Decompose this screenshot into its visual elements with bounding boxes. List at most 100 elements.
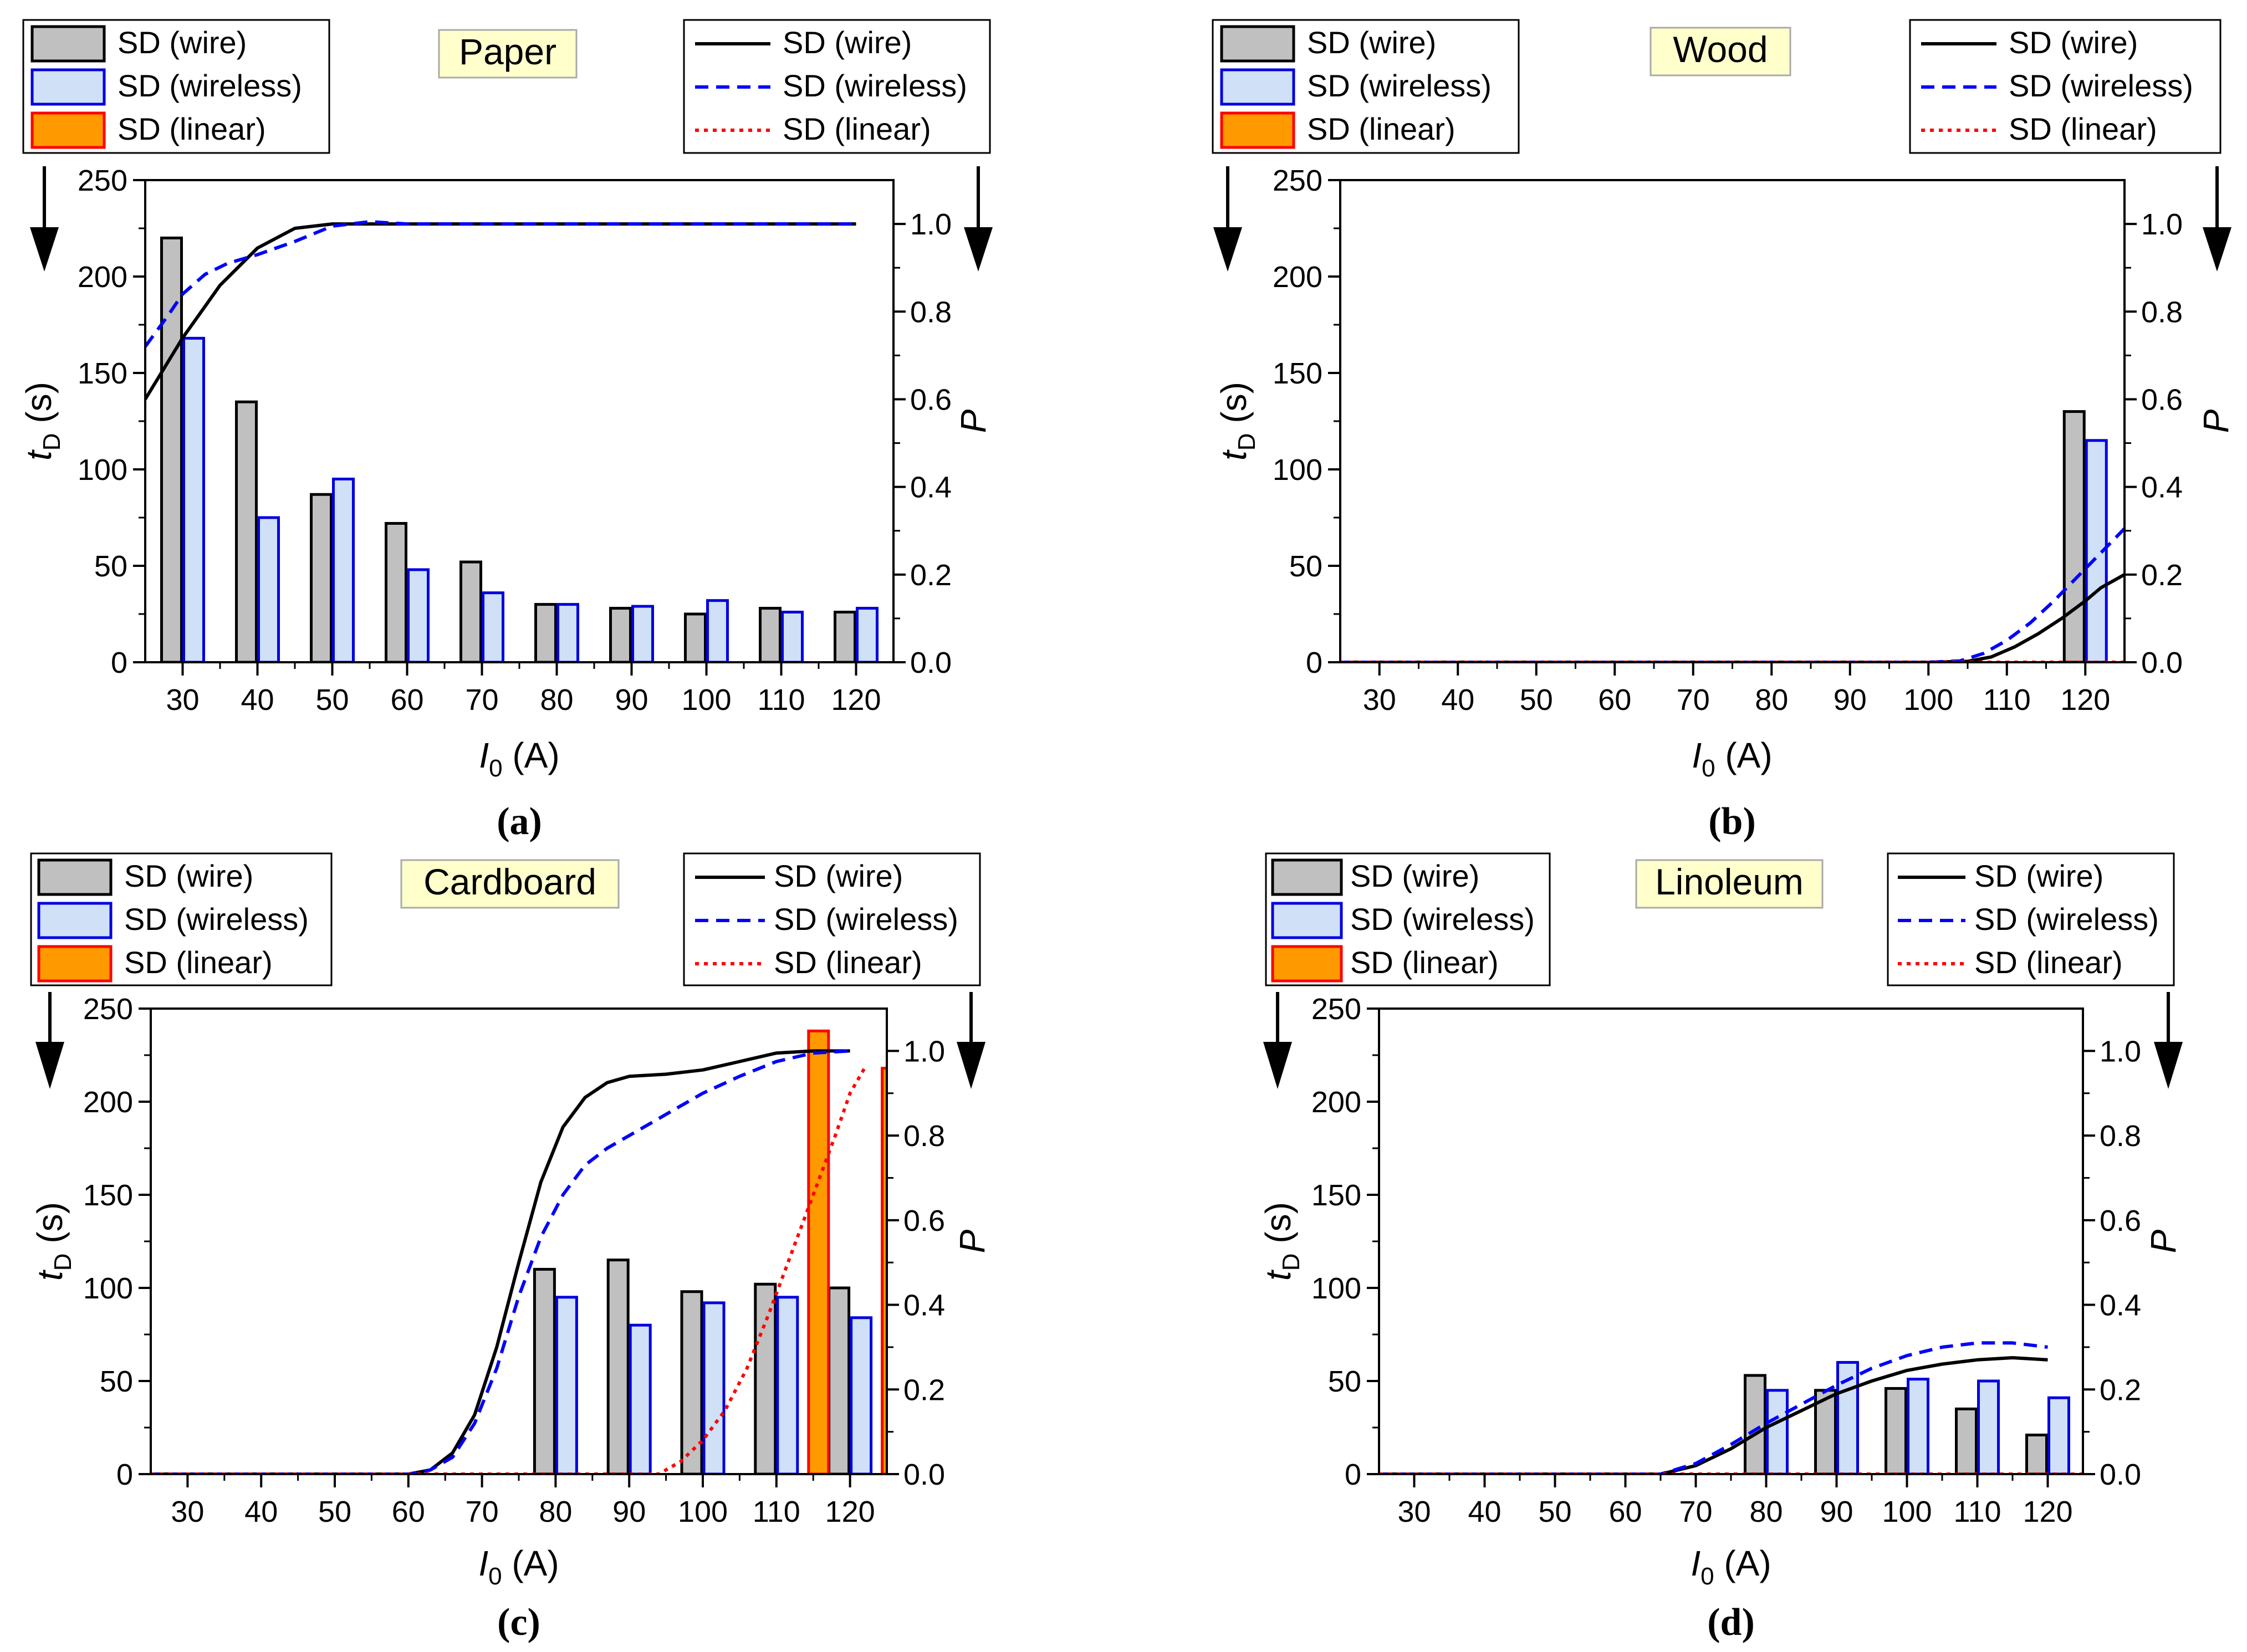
y2-tick-label-0.0: 0.0 (910, 646, 952, 679)
bar-wire-50 (310, 493, 333, 662)
y-axis-title-text: tD (s) (1214, 382, 1260, 461)
panel-b: SD (wire) SD (wireless) SD (linear) Wood… (1212, 19, 2236, 843)
right-arrow-head (957, 1042, 985, 1089)
y-axis-title-sub: D (1233, 433, 1260, 451)
legend-bar-label-wire: SD (wire) (124, 858, 253, 893)
legend-swatch-wireless (37, 902, 113, 939)
legend-line-label-linear: SD (linear) (783, 111, 931, 146)
legend-bar-label-wireless: SD (wireless) (1307, 68, 1492, 103)
bars (160, 236, 879, 662)
y-tick-label-150: 150 (1311, 1179, 1361, 1212)
y-axis-title-unit-space (19, 423, 59, 433)
x-tick-label-40: 40 (244, 1495, 278, 1528)
bar-wireless-100 (706, 599, 729, 662)
y2-tick-label-0.8: 0.8 (2100, 1119, 2141, 1153)
y-tick-label-250: 250 (78, 164, 127, 197)
bar-wire-80 (533, 1267, 556, 1474)
bar-wire-40 (235, 400, 258, 662)
legend-swatch-wire (1220, 25, 1295, 63)
right-arrow (957, 992, 985, 1089)
y2-axis-title-text: P (953, 409, 993, 433)
chart-title: Paper (459, 31, 556, 72)
x-tick-label-110: 110 (757, 683, 805, 717)
y2-axis-title-text: P (952, 1229, 992, 1253)
material-label-box (1649, 27, 1791, 76)
x-axis-ticks: 30 40 50 60 70 80 90 100 110 120 (166, 662, 881, 717)
legend-swatch-wire (30, 25, 106, 63)
bar-wireless-80 (555, 1296, 578, 1474)
bar-wireless-120 (850, 1316, 873, 1474)
x-axis-ticks: 30 40 50 60 70 80 90 100 110 120 (1363, 662, 2110, 717)
panel-c: SD (wire) SD (wireless) SD (linear) Card… (30, 852, 992, 1644)
y-tick-label-50: 50 (100, 1365, 133, 1398)
right-arrow (2203, 166, 2231, 272)
legend-bar-label-wireless: SD (wireless) (1350, 902, 1535, 937)
left-arrow-head (35, 1042, 64, 1089)
bar-legend: SD (wire) SD (wireless) SD (linear) (1265, 852, 1551, 986)
x-tick-label-80: 80 (540, 683, 573, 717)
material-label: Wood (1649, 27, 1791, 76)
bar-legend: SD (wire) SD (wireless) SD (linear) (1212, 19, 1520, 154)
x-axis-title-sub: 0 (1702, 755, 1715, 782)
x-axis-title-sub: 0 (1700, 1563, 1714, 1590)
material-label: Paper (438, 29, 578, 79)
bar-wire-110 (754, 1282, 777, 1474)
legend-swatch-wireless (1271, 902, 1343, 939)
material-label-box (1635, 859, 1824, 909)
x-axis-title-var: I (479, 735, 489, 775)
y-axis-title-unit: (s) (30, 1202, 70, 1244)
bar-wireless-110 (781, 611, 804, 662)
legend-bar-label-wire: SD (wire) (1307, 25, 1436, 60)
panel-label: (b) (1708, 800, 1756, 843)
y2-axis-title: P (953, 409, 993, 433)
y-tick-label-100: 100 (83, 1272, 133, 1305)
y-axis-title-sub: D (38, 433, 65, 451)
legend-swatch-wireless (1220, 68, 1295, 106)
material-label: Cardboard (400, 859, 620, 909)
x-tick-label-30: 30 (171, 1495, 204, 1528)
y-tick-label-150: 150 (78, 357, 127, 390)
y-axis-ticks: 0 50 100 150 200 250 (1311, 993, 1379, 1491)
x-tick-label-50: 50 (318, 1495, 351, 1528)
y-tick-label-0: 0 (1345, 1458, 1361, 1491)
left-arrow (1263, 992, 1292, 1089)
x-tick-label-70: 70 (1677, 683, 1710, 717)
bar-wireless-120 (856, 607, 879, 662)
x-tick-label-50: 50 (1520, 683, 1553, 717)
x-axis-title: I0 (A) (1691, 1543, 1771, 1590)
bar-wire-100 (1885, 1387, 1907, 1474)
legend-swatch-linear (1220, 111, 1295, 149)
x-tick-label-100: 100 (1903, 683, 1953, 717)
bar-wire-60 (385, 521, 407, 662)
line-wire (151, 1049, 850, 1474)
y2-axis-title: P (2196, 409, 2236, 433)
bar-wire-120 (834, 611, 856, 662)
y-axis-title-unit-space (1214, 423, 1254, 433)
left-arrow (1213, 166, 1242, 272)
plot-area: 30 40 50 60 70 80 90 100 110 120 050100150200250 … (1273, 164, 2183, 717)
x-axis-title: I0 (A) (478, 1543, 559, 1590)
bar-wireless-90 (631, 605, 654, 662)
x-axis-title-unit: (A) (512, 735, 559, 775)
x-axis-title-unit-space (1714, 1543, 1724, 1583)
x-tick-label-70: 70 (466, 1495, 499, 1528)
plot-frame (1339, 179, 2126, 663)
x-tick-label-60: 60 (392, 1495, 425, 1528)
legend-line-label-wire: SD (wire) (1974, 858, 2103, 893)
bar-wireless-110 (776, 1296, 799, 1474)
y-axis-title-unit-space (1258, 1244, 1298, 1254)
y-axis-title-sub: D (49, 1253, 76, 1271)
left-arrow (35, 992, 64, 1089)
legend-swatch-linear (1271, 945, 1343, 983)
legend-swatch-wire (1271, 858, 1343, 896)
x-tick-label-90: 90 (1834, 683, 1867, 717)
line-wireless (145, 220, 856, 348)
bar-wire-120 (2025, 1433, 2048, 1474)
y2-tick-label-1.0: 1.0 (910, 208, 952, 241)
x-axis-title-unit-space (503, 735, 513, 775)
x-tick-label-90: 90 (1820, 1495, 1853, 1528)
x-axis-title-var: I (1692, 735, 1702, 775)
x-tick-label-120: 120 (831, 683, 881, 717)
y-tick-label-50: 50 (1289, 550, 1322, 583)
panel-label: (d) (1707, 1601, 1755, 1644)
